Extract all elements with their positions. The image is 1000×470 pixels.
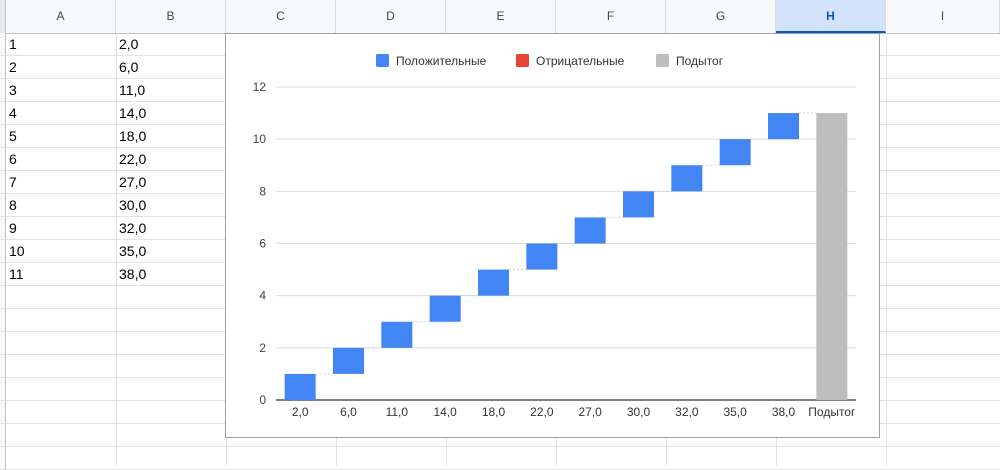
row-header[interactable] xyxy=(0,79,6,102)
cell-b[interactable]: 18,0 xyxy=(119,128,147,144)
x-tick-label: 38,0 xyxy=(772,405,796,419)
y-tick-label: 6 xyxy=(259,237,266,251)
cell-b[interactable]: 38,0 xyxy=(119,266,147,282)
column-header-h[interactable]: H xyxy=(776,0,886,33)
cell-a[interactable]: 3 xyxy=(9,82,17,98)
row-header[interactable] xyxy=(0,424,6,447)
subtotal-bar xyxy=(816,113,848,400)
x-tick-label: 27,0 xyxy=(578,405,602,419)
cell-b[interactable]: 32,0 xyxy=(119,220,147,236)
cell-b[interactable]: 2,0 xyxy=(119,36,139,52)
y-tick-label: 0 xyxy=(259,393,266,407)
legend-label[interactable]: Отрицательные xyxy=(536,54,625,68)
column-gridline xyxy=(116,33,117,466)
y-tick-label: 8 xyxy=(259,184,266,198)
cell-b[interactable]: 22,0 xyxy=(119,151,147,167)
x-tick-label: 2,0 xyxy=(292,405,309,419)
cell-b[interactable]: 14,0 xyxy=(119,105,147,121)
column-header-a[interactable]: A xyxy=(6,0,116,33)
y-tick-label: 2 xyxy=(259,341,266,355)
legend-swatch[interactable] xyxy=(656,54,669,67)
row-header[interactable] xyxy=(0,263,6,286)
legend-swatch[interactable] xyxy=(516,54,529,67)
row-header[interactable] xyxy=(0,217,6,240)
positive-bar xyxy=(381,321,413,348)
cell-a[interactable]: 6 xyxy=(9,151,17,167)
cell-b[interactable]: 11,0 xyxy=(119,82,146,98)
x-tick-label: 18,0 xyxy=(482,405,506,419)
waterfall-chart[interactable]: 0 2 4 6 8 10 12 2,0 6,0 11,0 14,0 18,0 22,0 27,0 30,0 3… xyxy=(225,33,880,438)
row-header[interactable] xyxy=(0,102,6,125)
y-tick-label: 10 xyxy=(253,132,267,146)
column-header-e[interactable]: E xyxy=(446,0,556,33)
x-tick-label: 14,0 xyxy=(433,405,457,419)
y-tick-label: 12 xyxy=(253,80,267,94)
column-gridline xyxy=(886,33,887,466)
legend-swatch[interactable] xyxy=(376,54,389,67)
column-header-f[interactable]: F xyxy=(556,0,666,33)
positive-bar xyxy=(526,243,558,270)
cell-a[interactable]: 1 xyxy=(9,36,17,52)
row-header[interactable] xyxy=(0,148,6,171)
positive-bar xyxy=(574,217,606,244)
cell-a[interactable]: 8 xyxy=(9,197,17,213)
x-tick-label: 22,0 xyxy=(530,405,554,419)
cell-b[interactable]: 30,0 xyxy=(119,197,147,213)
row-header[interactable] xyxy=(0,447,6,470)
column-header-b[interactable]: B xyxy=(116,0,226,33)
row-header[interactable] xyxy=(0,240,6,263)
positive-bar xyxy=(719,139,751,166)
positive-bar xyxy=(333,347,364,374)
cell-a[interactable]: 11 xyxy=(9,266,24,282)
positive-bar xyxy=(768,113,799,140)
y-tick-label: 4 xyxy=(259,289,266,303)
cell-b[interactable]: 35,0 xyxy=(119,243,147,259)
column-header-c[interactable]: C xyxy=(226,0,336,33)
cell-a[interactable]: 5 xyxy=(9,128,17,144)
row-header[interactable] xyxy=(0,401,6,424)
row-header[interactable] xyxy=(0,194,6,217)
positive-bar xyxy=(284,373,316,400)
column-header-row: A B C D E F G H I xyxy=(0,0,1000,34)
cell-a[interactable]: 10 xyxy=(9,243,25,259)
legend-label[interactable]: Подытог xyxy=(676,54,724,68)
legend-label[interactable]: Положительные xyxy=(396,54,487,68)
x-tick-label: Подытог xyxy=(808,405,856,419)
x-tick-label: 30,0 xyxy=(627,405,651,419)
row-header[interactable] xyxy=(0,355,6,378)
x-tick-label: 11,0 xyxy=(386,405,409,419)
cell-a[interactable]: 4 xyxy=(9,105,17,121)
positive-bar xyxy=(623,191,654,218)
x-tick-label: 6,0 xyxy=(340,405,357,419)
x-tick-label: 35,0 xyxy=(723,405,747,419)
cell-a[interactable]: 9 xyxy=(9,220,17,236)
select-all-corner[interactable] xyxy=(0,0,6,33)
cell-a[interactable]: 2 xyxy=(9,59,17,75)
positive-bar xyxy=(478,269,509,296)
column-header-g[interactable]: G xyxy=(666,0,776,33)
chart-canvas: 0 2 4 6 8 10 12 2,0 6,0 11,0 14,0 18,0 22,0 27,0 30,0 3… xyxy=(253,54,856,419)
row-header[interactable] xyxy=(0,33,6,56)
column-header-d[interactable]: D xyxy=(336,0,446,33)
row-header[interactable] xyxy=(0,125,6,148)
row-gridline xyxy=(6,446,1000,447)
cell-a[interactable]: 7 xyxy=(9,174,17,190)
row-header[interactable] xyxy=(0,309,6,332)
row-header[interactable] xyxy=(0,56,6,79)
cell-b[interactable]: 27,0 xyxy=(119,174,147,190)
row-header[interactable] xyxy=(0,286,6,309)
row-header[interactable] xyxy=(0,332,6,355)
cell-b[interactable]: 6,0 xyxy=(119,59,139,75)
x-tick-label: 32,0 xyxy=(675,405,699,419)
positive-bar xyxy=(429,295,461,322)
column-header-i[interactable]: I xyxy=(886,0,1000,33)
positive-bar xyxy=(671,165,703,192)
row-header[interactable] xyxy=(0,378,6,401)
row-header[interactable] xyxy=(0,171,6,194)
